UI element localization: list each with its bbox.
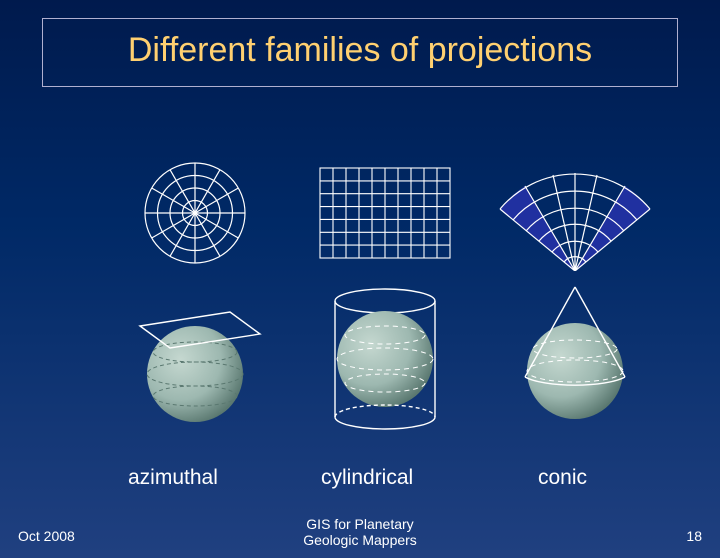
conic-grid-icon [495,156,655,271]
cylindrical-grid-icon [315,163,455,263]
footer-title: GIS for PlanetaryGeologic Mappers [0,516,720,548]
conic-globe-icon [495,279,655,439]
label-conic: conic [538,466,587,490]
col-cylindrical [285,153,485,436]
label-cylindrical: cylindrical [321,466,413,490]
col-azimuthal [95,153,295,436]
page-title: Different families of projections [43,31,677,70]
col-conic [475,153,675,436]
diagram-area [0,153,720,443]
footer-page: 18 [686,528,702,544]
title-box: Different families of projections [42,18,678,87]
label-azimuthal: azimuthal [128,466,218,490]
cylindrical-globe-icon [305,279,465,439]
labels-row: azimuthal cylindrical conic [0,466,720,496]
azimuthal-grid-icon [140,158,250,268]
azimuthal-globe-icon [115,284,275,434]
